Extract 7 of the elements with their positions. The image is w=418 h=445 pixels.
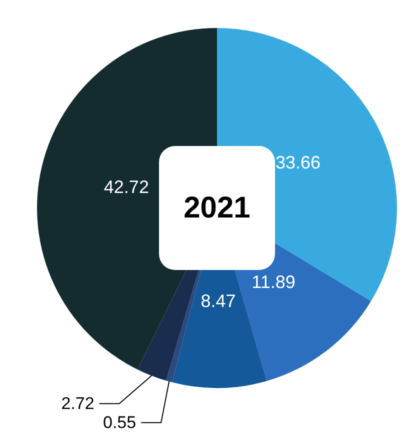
text: 2021: [184, 192, 250, 224]
data-label: 42.72: [104, 176, 149, 197]
data-label: 2.72: [61, 394, 94, 414]
data-label: 8.47: [200, 290, 236, 311]
data-label: 11.89: [252, 272, 296, 292]
data-label: 0.55: [102, 413, 136, 432]
data-label: 33.66: [275, 152, 321, 172]
